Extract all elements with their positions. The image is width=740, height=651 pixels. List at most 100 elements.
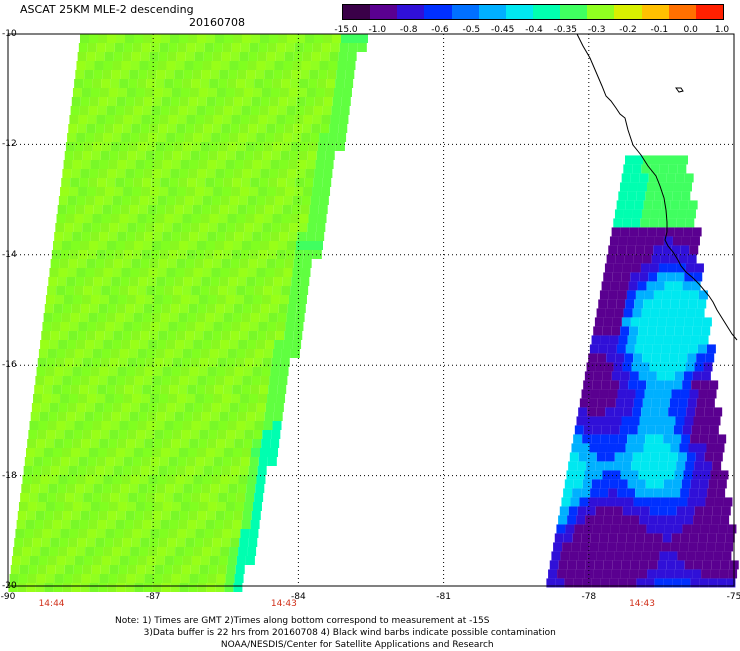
data-cell <box>323 34 332 43</box>
data-cell <box>170 376 180 385</box>
data-cell <box>101 556 111 565</box>
data-cell <box>54 295 64 304</box>
data-cell <box>632 209 642 219</box>
data-cell <box>116 448 125 457</box>
data-cell <box>240 529 250 538</box>
data-cell <box>110 79 120 88</box>
data-cell <box>297 160 307 169</box>
data-cell <box>556 524 566 534</box>
data-cell <box>268 385 278 394</box>
data-cell <box>167 52 177 61</box>
data-cell <box>155 142 165 151</box>
data-cell <box>601 524 611 534</box>
data-cell <box>705 497 715 507</box>
data-cell <box>54 367 64 376</box>
data-cell <box>699 578 709 588</box>
data-cell <box>708 434 718 444</box>
data-cell <box>109 565 119 574</box>
data-cell <box>663 191 673 201</box>
data-cell <box>715 443 725 453</box>
data-cell <box>178 178 188 187</box>
data-cell <box>55 358 65 367</box>
data-cell <box>203 331 213 340</box>
data-cell <box>64 151 74 160</box>
data-cell <box>51 394 61 403</box>
data-cell <box>127 430 137 439</box>
data-cell <box>109 151 119 160</box>
data-cell <box>702 416 712 426</box>
data-cell <box>196 106 206 115</box>
data-cell <box>631 362 641 372</box>
data-cell <box>665 569 675 579</box>
data-cell <box>66 484 76 493</box>
data-cell <box>620 227 630 237</box>
data-cell <box>593 470 603 480</box>
data-cell <box>85 403 95 412</box>
data-cell <box>613 263 623 273</box>
data-cell <box>678 254 688 264</box>
data-cell <box>171 502 181 511</box>
data-cell <box>576 416 586 426</box>
data-cell <box>635 245 645 255</box>
data-cell <box>53 304 63 313</box>
data-cell <box>170 304 180 313</box>
data-cell <box>212 259 222 268</box>
data-cell <box>593 569 603 579</box>
data-cell <box>128 79 138 88</box>
data-cell <box>120 412 130 421</box>
data-cell <box>648 416 658 426</box>
data-cell <box>621 272 631 282</box>
data-cell <box>335 79 345 88</box>
data-cell <box>301 133 311 142</box>
data-cell <box>146 142 156 151</box>
data-cell <box>103 268 113 277</box>
data-cell <box>248 124 258 133</box>
data-cell <box>616 344 626 354</box>
data-cell <box>647 326 657 336</box>
data-cell <box>157 547 167 556</box>
data-cell <box>115 520 125 529</box>
data-cell <box>678 497 688 507</box>
data-cell <box>575 470 585 480</box>
data-cell <box>137 214 147 223</box>
data-cell <box>680 488 690 498</box>
data-cell <box>296 241 305 250</box>
data-cell <box>704 407 714 417</box>
data-cell <box>40 475 50 484</box>
data-cell <box>240 322 250 331</box>
data-cell <box>204 394 214 403</box>
data-cell <box>294 250 304 259</box>
data-cell <box>152 583 162 592</box>
data-cell <box>627 578 637 588</box>
data-cell <box>636 335 646 345</box>
colorbar-label: 1.0 <box>714 25 730 35</box>
data-cell <box>614 407 624 417</box>
data-cell <box>329 52 339 61</box>
data-cell <box>49 403 59 412</box>
data-cell <box>168 187 178 196</box>
data-cell <box>152 448 161 457</box>
data-cell <box>242 169 252 178</box>
data-cell <box>623 407 633 417</box>
data-cell <box>201 70 211 79</box>
data-cell <box>121 268 131 277</box>
data-cell <box>136 430 146 439</box>
data-cell <box>665 371 675 381</box>
data-cell <box>261 232 271 241</box>
data-cell <box>309 205 319 214</box>
data-cell <box>119 286 129 295</box>
data-cell <box>254 493 264 502</box>
data-cell <box>52 313 62 322</box>
data-cell <box>57 484 67 493</box>
data-cell <box>205 385 215 394</box>
data-cell <box>635 290 645 300</box>
data-cell <box>150 394 160 403</box>
data-cell <box>134 376 144 385</box>
data-cell <box>139 547 149 556</box>
data-cell <box>117 439 127 448</box>
data-cell <box>184 268 194 277</box>
data-cell <box>114 457 124 466</box>
data-cell <box>40 340 50 349</box>
data-cell <box>216 295 226 304</box>
data-cell <box>301 268 311 277</box>
